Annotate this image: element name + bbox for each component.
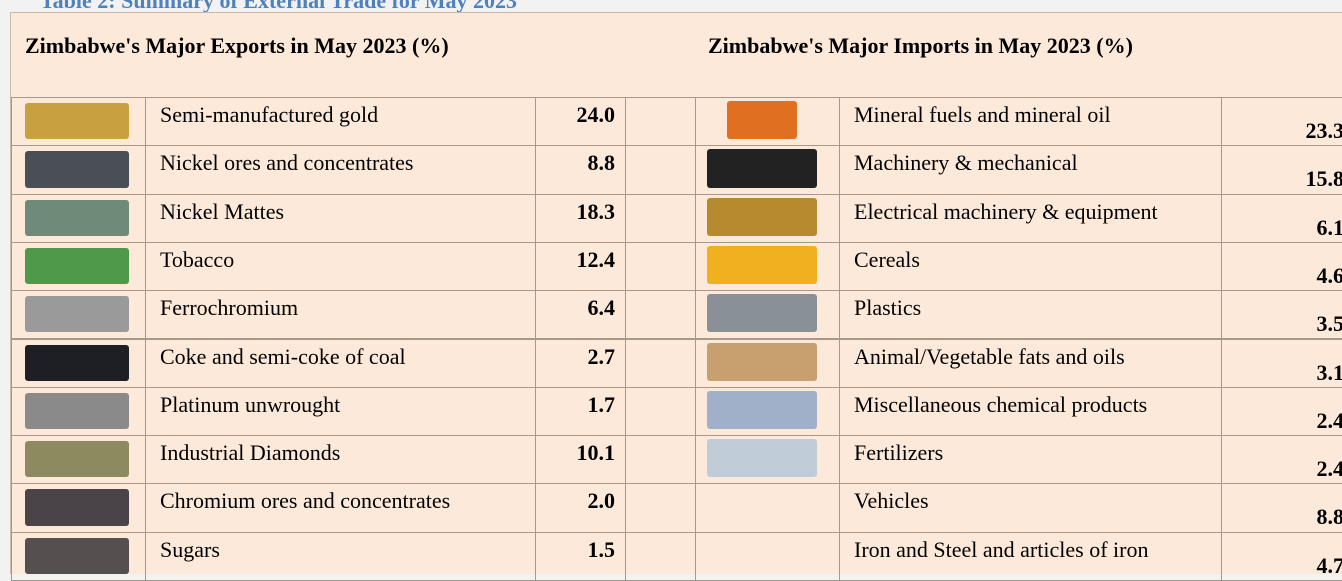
- spacer-cell: [625, 531, 696, 581]
- import-value: 2.4: [1221, 435, 1342, 485]
- export-name: Semi-manufactured gold: [145, 97, 536, 147]
- export-value: 1.5: [535, 531, 626, 581]
- import-image: [707, 294, 817, 333]
- spacer-cell: [625, 97, 696, 147]
- export-image: [25, 537, 129, 574]
- import-value: 6.1: [1221, 193, 1342, 243]
- import-image: [707, 245, 817, 285]
- export-value: 8.8: [535, 145, 626, 195]
- export-name: Platinum unwrought: [145, 386, 536, 437]
- export-name: Nickel ores and concentrates: [145, 145, 536, 195]
- export-image: [25, 392, 129, 430]
- import-value: 2.4: [1221, 386, 1342, 437]
- export-image: [25, 489, 129, 526]
- export-image: [25, 103, 129, 140]
- spacer-cell: [625, 290, 696, 340]
- import-name: Plastics: [839, 290, 1222, 340]
- export-name: Chromium ores and concentrates: [145, 483, 536, 533]
- export-name: Ferrochromium: [145, 290, 536, 340]
- import-value: 3.5: [1221, 290, 1342, 340]
- import-value: 23.3: [1221, 97, 1342, 147]
- export-value: 2.0: [535, 483, 626, 533]
- import-image: [707, 197, 817, 236]
- import-value: 15.8: [1221, 145, 1342, 195]
- spacer-cell: [625, 193, 696, 243]
- import-value: 3.1: [1221, 338, 1342, 388]
- caption: Table 2: Summary of External Trade for M…: [40, 0, 518, 13]
- import-image: [707, 390, 817, 430]
- import-value: 4.6: [1221, 241, 1342, 292]
- import-image: [707, 439, 817, 478]
- export-value: 1.7: [535, 386, 626, 437]
- exports-heading: Zimbabwe's Major Exports in May 2023 (%): [25, 33, 449, 58]
- import-name: Miscellaneous chemical products: [839, 386, 1222, 437]
- export-name: Nickel Mattes: [145, 193, 536, 243]
- import-name: Iron and Steel and articles of iron: [839, 531, 1222, 581]
- trade-table: Zimbabwe's Major Exports in May 2023 (%)…: [10, 12, 1342, 581]
- spacer-cell: [625, 338, 696, 388]
- import-name: Vehicles: [839, 483, 1222, 533]
- export-image: [25, 344, 129, 381]
- spacer-cell: [625, 386, 696, 437]
- export-name: Tobacco: [145, 241, 536, 292]
- import-name: Electrical machinery & equipment: [839, 193, 1222, 243]
- export-value: 6.4: [535, 290, 626, 340]
- spacer-cell: [625, 241, 696, 292]
- spacer-cell: [625, 483, 696, 533]
- export-value: 12.4: [535, 241, 626, 292]
- export-name: Sugars: [145, 531, 536, 581]
- export-value: 24.0: [535, 97, 626, 147]
- import-name: Fertilizers: [839, 435, 1222, 485]
- import-image-cell: [695, 483, 840, 533]
- import-image-cell: [695, 531, 840, 581]
- import-image: [707, 149, 817, 188]
- export-name: Coke and semi-coke of coal: [145, 338, 536, 388]
- import-value: 4.7: [1221, 531, 1342, 581]
- export-image: [25, 199, 129, 236]
- export-value: 10.1: [535, 435, 626, 485]
- export-image: [25, 151, 129, 188]
- import-name: Animal/Vegetable fats and oils: [839, 338, 1222, 388]
- spacer-cell: [625, 145, 696, 195]
- import-name: Cereals: [839, 241, 1222, 292]
- imports-heading: Zimbabwe's Major Imports in May 2023 (%): [708, 33, 1133, 58]
- export-image: [25, 247, 129, 285]
- import-image: [727, 101, 797, 140]
- export-image: [25, 441, 129, 478]
- import-name: Machinery & mechanical: [839, 145, 1222, 195]
- export-value: 2.7: [535, 338, 626, 388]
- export-image: [25, 296, 129, 333]
- export-name: Industrial Diamonds: [145, 435, 536, 485]
- export-value: 18.3: [535, 193, 626, 243]
- import-value: 8.8: [1221, 483, 1342, 533]
- spacer-cell: [625, 435, 696, 485]
- import-name: Mineral fuels and mineral oil: [839, 97, 1222, 147]
- import-image: [707, 342, 817, 381]
